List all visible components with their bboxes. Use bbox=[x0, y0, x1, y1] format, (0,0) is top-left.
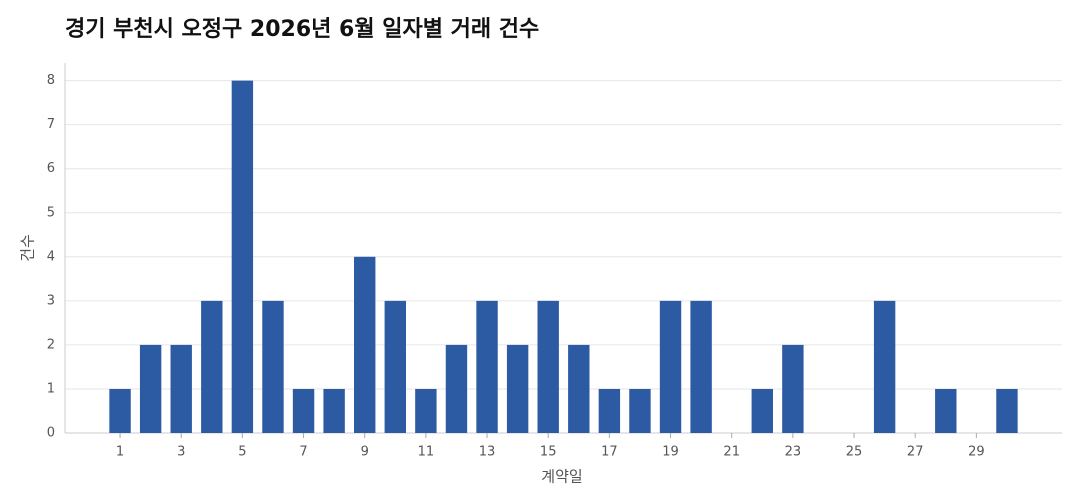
bar bbox=[568, 344, 590, 433]
bar bbox=[996, 388, 1018, 433]
x-tick-label: 11 bbox=[418, 445, 435, 460]
bar bbox=[782, 344, 804, 433]
bar bbox=[292, 388, 315, 433]
x-tick-label: 23 bbox=[785, 445, 802, 460]
x-tick-label: 9 bbox=[361, 445, 369, 460]
bar bbox=[935, 388, 957, 433]
bar bbox=[659, 300, 682, 433]
bar bbox=[873, 300, 896, 433]
x-tick-label: 15 bbox=[540, 445, 557, 460]
x-tick-label: 27 bbox=[907, 445, 924, 460]
bar bbox=[445, 344, 468, 433]
x-tick-label: 17 bbox=[601, 445, 618, 460]
bar bbox=[537, 300, 559, 433]
y-tick-label: 4 bbox=[47, 249, 55, 264]
y-tick-label: 0 bbox=[47, 426, 55, 441]
bar bbox=[323, 388, 345, 433]
bar bbox=[109, 388, 131, 433]
bar bbox=[690, 300, 712, 433]
bar bbox=[506, 344, 529, 433]
y-tick-label: 1 bbox=[47, 381, 55, 396]
x-axis-label: 계약일 bbox=[541, 468, 582, 486]
x-tick-label: 1 bbox=[116, 445, 124, 460]
bar bbox=[629, 388, 651, 433]
bar bbox=[354, 256, 376, 433]
y-tick-label: 6 bbox=[47, 161, 55, 176]
bar bbox=[751, 388, 773, 433]
bar bbox=[384, 300, 406, 433]
x-tick-label: 25 bbox=[846, 445, 863, 460]
bar bbox=[231, 80, 254, 433]
y-tick-label: 2 bbox=[47, 337, 55, 352]
bar bbox=[598, 388, 621, 433]
bar bbox=[476, 300, 498, 433]
y-tick-label: 7 bbox=[47, 117, 55, 132]
x-tick-label: 19 bbox=[662, 445, 679, 460]
x-tick-label: 5 bbox=[238, 445, 246, 460]
chart-title: 경기 부천시 오정구 2026년 6월 일자별 거래 건수 bbox=[65, 17, 539, 42]
bar bbox=[170, 344, 192, 433]
y-tick-label: 5 bbox=[47, 205, 55, 220]
x-tick-label: 13 bbox=[479, 445, 496, 460]
bar bbox=[415, 388, 437, 433]
y-tick-label: 3 bbox=[47, 293, 55, 308]
y-tick-label: 8 bbox=[47, 73, 55, 88]
y-axis-label: 건수 bbox=[19, 234, 37, 262]
x-tick-label: 21 bbox=[723, 445, 740, 460]
x-tick-label: 3 bbox=[177, 445, 185, 460]
x-tick-label: 7 bbox=[299, 445, 307, 460]
bar bbox=[139, 344, 162, 433]
bar bbox=[262, 300, 284, 433]
x-tick-label: 29 bbox=[968, 445, 985, 460]
bar bbox=[201, 300, 223, 433]
